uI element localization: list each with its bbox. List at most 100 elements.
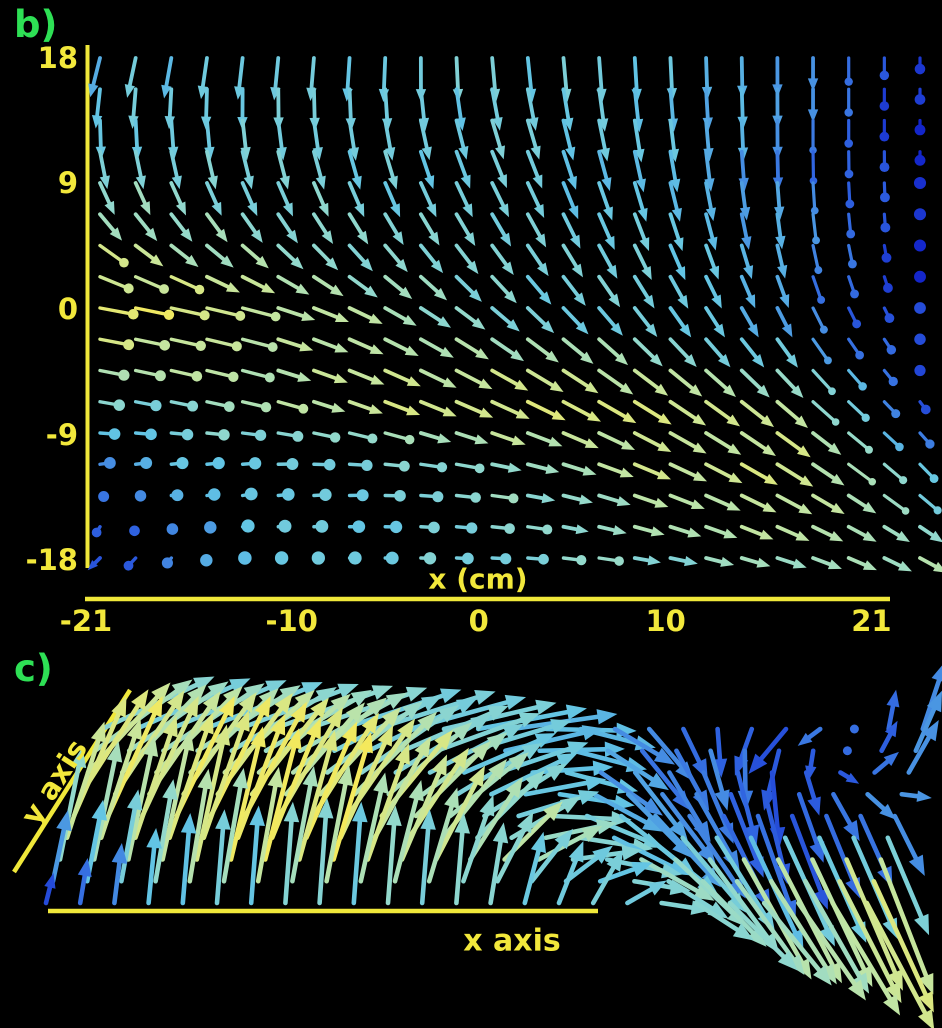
- quiver-arrow-b: [879, 192, 890, 203]
- quiver-arrow-b: [576, 555, 587, 566]
- panel-b-y-tick-9: 9: [57, 166, 78, 201]
- quiver-arrow-c: [642, 815, 664, 832]
- quiver-arrow-b: [855, 350, 864, 360]
- quiver-arrow-c: [865, 791, 889, 814]
- panel-b-y-tick-18: 18: [37, 40, 78, 75]
- quiver-arrow-b: [508, 493, 519, 504]
- quiver-arrow-c: [727, 892, 747, 913]
- quiver-arrow-b: [861, 413, 870, 422]
- quiver-arrow-b: [884, 313, 895, 324]
- quiver-arrow-c: [180, 813, 197, 834]
- quiver-arrow-b: [535, 233, 547, 248]
- quiver-arrow-b: [632, 149, 644, 185]
- quiver-arrow-c: [399, 766, 443, 862]
- quiver-arrow-c: [488, 835, 504, 906]
- quiver-arrow-c: [667, 770, 705, 831]
- quiver-arrow-c: [504, 694, 527, 710]
- quiver-arrow-b: [704, 181, 714, 213]
- quiver-arrow-b: [163, 309, 175, 320]
- quiver-arrow-c: [505, 777, 523, 799]
- quiver-arrow-b: [469, 289, 482, 302]
- quiver-arrow-c: [255, 780, 279, 884]
- quiver-arrow-b: [207, 175, 218, 190]
- quiver-arrow-b: [154, 370, 166, 382]
- quiver-arrow-b: [159, 339, 171, 351]
- quiver-arrow-c: [845, 772, 860, 784]
- quiver-arrow-b: [454, 212, 472, 239]
- quiver-arrow-b: [918, 556, 940, 570]
- quiver-arrow-b: [175, 201, 187, 216]
- quiver-arrow-b: [525, 431, 555, 445]
- quiver-arrow-b: [775, 431, 805, 454]
- quiver-arrow-c: [813, 888, 829, 910]
- quiver-arrow-c: [64, 734, 102, 841]
- quiver-arrow-b: [329, 284, 344, 297]
- quiver-arrow-b: [454, 118, 466, 152]
- quiver-arrow-b: [639, 237, 650, 252]
- quiver-arrow-b: [604, 235, 615, 250]
- quiver-arrow-c: [91, 799, 107, 821]
- quiver-arrow-b: [775, 212, 783, 241]
- quiver-arrow-b: [276, 306, 308, 319]
- quiver-arrow-b: [159, 284, 170, 294]
- quiver-arrow-b: [831, 418, 840, 426]
- quiver-arrow-b: [276, 274, 303, 292]
- quiver-arrow-c: [916, 790, 932, 802]
- quiver-arrow-b: [711, 294, 722, 309]
- panel-b-quiver-canvas: [85, 45, 942, 602]
- quiver-arrow-b: [240, 337, 275, 349]
- quiver-arrow-c: [44, 873, 56, 889]
- quiver-arrow-c: [715, 726, 723, 766]
- quiver-arrow-b: [385, 551, 399, 565]
- quiver-arrow-b: [383, 368, 414, 384]
- quiver-arrow-b: [811, 556, 835, 568]
- quiver-arrow-b: [597, 243, 615, 272]
- quiver-arrow-c: [714, 835, 769, 921]
- quiver-arrow-b: [297, 371, 312, 382]
- quiver-arrow-c: [337, 683, 359, 699]
- quiver-arrow-b: [442, 377, 457, 388]
- quiver-arrow-b: [739, 149, 746, 183]
- quiver-arrow-c: [592, 760, 614, 777]
- quiver-arrow-b: [442, 406, 457, 417]
- quiver-arrow-c: [878, 857, 930, 982]
- quiver-arrow-c: [797, 732, 813, 746]
- quiver-arrow-c: [215, 809, 231, 830]
- quiver-arrow-c: [844, 857, 899, 979]
- quiver-arrow-b: [704, 56, 710, 92]
- quiver-arrow-b: [532, 174, 543, 189]
- panel-b-label: b): [14, 3, 58, 46]
- quiver-arrow-b: [811, 431, 835, 451]
- quiver-arrow-c: [681, 726, 704, 768]
- quiver-arrow-c: [452, 722, 473, 742]
- quiver-arrow-c: [126, 718, 142, 741]
- quiver-arrow-b: [811, 462, 838, 482]
- quiver-arrow-b: [525, 368, 557, 389]
- quiver-arrow-b: [781, 323, 793, 338]
- quiver-arrow-b: [169, 118, 176, 152]
- quiver-arrow-c: [708, 748, 726, 798]
- quiver-arrow-c: [886, 700, 896, 732]
- quiver-arrow-c: [286, 728, 302, 750]
- quiver-arrow-b: [580, 351, 594, 364]
- quiver-arrow-c: [647, 880, 667, 896]
- quiver-arrow-b: [99, 175, 110, 190]
- quiver-arrow-b: [426, 203, 437, 218]
- quiver-arrow-b: [383, 149, 396, 182]
- quiver-arrow-b: [418, 274, 442, 296]
- quiver-arrow-c: [621, 845, 643, 861]
- quiver-arrow-b: [775, 337, 794, 362]
- quiver-arrow-b: [650, 526, 665, 537]
- quiver-arrow-c: [769, 770, 781, 834]
- quiver-arrow-b: [647, 555, 661, 566]
- quiver-arrow-b: [133, 149, 144, 181]
- quiver-arrow-c: [747, 927, 767, 947]
- quiver-arrow-b: [98, 181, 113, 208]
- quiver-arrow-b: [619, 467, 634, 478]
- quiver-arrow-c: [606, 850, 624, 872]
- quiver-arrow-c: [591, 791, 652, 827]
- quiver-arrow-c: [324, 778, 349, 884]
- quiver-arrow-c: [341, 721, 358, 743]
- quiver-arrow-c: [279, 685, 301, 703]
- quiver-arrow-b: [756, 384, 770, 398]
